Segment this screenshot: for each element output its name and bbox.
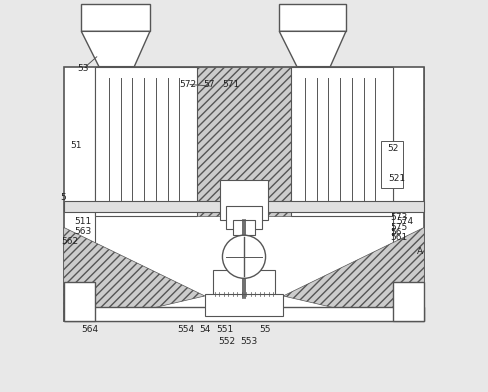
Circle shape (223, 235, 265, 278)
Text: 552: 552 (219, 337, 236, 345)
Text: 52: 52 (387, 145, 399, 153)
Text: 575: 575 (390, 223, 407, 232)
Text: 51: 51 (71, 141, 82, 149)
Text: 53: 53 (78, 64, 89, 73)
Text: 56: 56 (390, 228, 401, 236)
Bar (63, 282, 95, 321)
Text: 574: 574 (396, 217, 413, 226)
Bar (393, 282, 425, 321)
Polygon shape (197, 67, 291, 216)
Polygon shape (283, 227, 425, 321)
Polygon shape (63, 227, 205, 321)
Bar (221, 180, 267, 220)
Bar (233, 220, 255, 235)
Text: 561: 561 (390, 233, 407, 241)
Bar (205, 294, 283, 316)
Text: 57: 57 (203, 80, 214, 89)
Text: 573: 573 (390, 213, 407, 222)
Bar (213, 270, 275, 296)
Bar (95, 67, 197, 216)
Text: 554: 554 (177, 325, 195, 334)
Text: 564: 564 (81, 325, 99, 334)
Text: 553: 553 (240, 337, 257, 345)
Text: 572: 572 (179, 80, 197, 89)
Bar (63, 307, 425, 321)
Bar (291, 67, 393, 216)
Text: 563: 563 (75, 227, 92, 236)
Bar (63, 201, 425, 212)
Polygon shape (63, 67, 95, 321)
Text: 551: 551 (217, 325, 234, 334)
Text: 521: 521 (388, 174, 406, 183)
Text: 571: 571 (223, 80, 240, 89)
Bar (226, 206, 262, 229)
Text: 55: 55 (259, 325, 270, 334)
Text: 562: 562 (61, 237, 79, 245)
Polygon shape (279, 31, 346, 67)
Text: 511: 511 (75, 217, 92, 226)
Bar (381, 141, 403, 188)
Polygon shape (63, 67, 425, 321)
Text: 54: 54 (199, 325, 210, 334)
Text: A: A (417, 247, 424, 256)
Polygon shape (279, 4, 346, 31)
Text: 5: 5 (61, 194, 66, 202)
Polygon shape (81, 4, 150, 31)
Polygon shape (81, 31, 150, 67)
Bar (63, 67, 425, 321)
Bar (95, 67, 393, 321)
